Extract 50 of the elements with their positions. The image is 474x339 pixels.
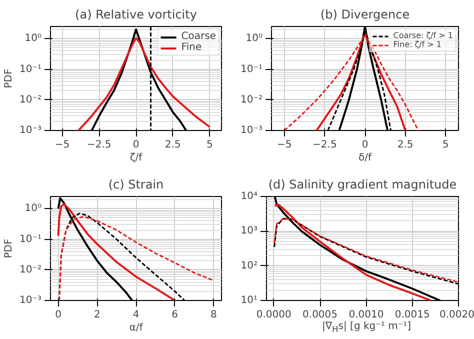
x-tick-label: −5 (277, 140, 292, 150)
x-tick-label: 2.5 (397, 140, 414, 150)
y-tick-label: 10⁴ (240, 191, 258, 202)
y-tick-label: 10⁻¹ (19, 64, 42, 75)
x-tick-label: −2.5 (312, 140, 337, 150)
legend-label: Coarse: ζ/f > 1 (393, 31, 453, 40)
x-tick-label: 8 (210, 310, 217, 320)
x-tick-label: 0 (55, 310, 62, 320)
legend-label: Fine: ζ/f > 1 (393, 40, 442, 49)
x-tick-label: 0.0020 (440, 310, 474, 320)
y-tick-label: 10⁻² (19, 264, 42, 276)
x-tick-label: 2.5 (164, 140, 181, 150)
x-tick-label: 2 (94, 310, 100, 320)
x-tick-label: 0 (362, 140, 368, 150)
x-tick-label: −5 (54, 140, 70, 150)
x-tick-label: 5 (442, 140, 449, 150)
x-axis-title: |∇$_{H}$s| [g kg⁻¹ m⁻¹] (322, 320, 412, 336)
y-tick-label: 10⁻¹ (240, 64, 263, 75)
chart-title: (a) Relative vorticity (75, 8, 197, 22)
y-tick-label: 10³ (240, 226, 258, 237)
y-tick-label: 10⁰ (24, 33, 42, 44)
y-tick-label: 10⁰ (246, 33, 262, 44)
x-axis-title: α/f (129, 322, 144, 334)
y-tick-label: 10¹ (240, 295, 258, 306)
y-tick-label: 10⁻³ (240, 125, 263, 136)
x-tick-label: 0.0010 (348, 310, 384, 320)
y-axis-title: PDF (3, 238, 14, 258)
legend-label: Fine (181, 42, 202, 53)
chart-title: (b) Divergence (320, 8, 410, 22)
x-axis-title: ζ/f (130, 152, 143, 164)
y-axis-title: PDF (3, 68, 14, 88)
x-tick-label: −2.5 (87, 140, 112, 150)
y-tick-label: 10² (240, 260, 258, 272)
x-tick-label: 6 (172, 310, 178, 320)
y-tick-label: 10⁻² (240, 94, 263, 106)
y-tick-label: 10⁻¹ (19, 234, 42, 245)
chart-title: (d) Salinity gradient magnitude (268, 178, 457, 192)
x-axis-title: δ/f (358, 152, 372, 164)
y-tick-label: 10⁻³ (19, 295, 42, 306)
legend-label: Coarse (181, 31, 216, 42)
x-tick-label: 0 (132, 140, 140, 150)
x-tick-label: 4 (132, 310, 140, 320)
chart-title: (c) Strain (108, 178, 164, 192)
y-tick-label: 10⁻³ (19, 125, 42, 136)
y-tick-label: 10⁰ (24, 203, 42, 214)
y-tick-label: 10⁻² (19, 94, 42, 106)
x-tick-label: 0.0015 (394, 310, 430, 320)
x-tick-label: 0.0000 (256, 310, 292, 320)
x-tick-label: 0.0005 (302, 310, 338, 320)
x-tick-label: 5 (206, 140, 213, 150)
